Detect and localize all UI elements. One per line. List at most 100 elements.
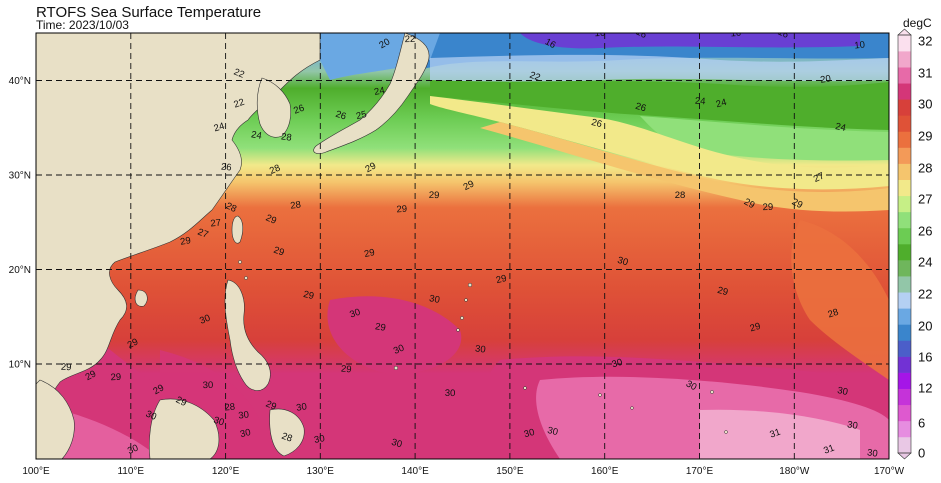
contour-label: 30 bbox=[212, 415, 225, 429]
colorbar-tick-label: 24 bbox=[918, 255, 932, 270]
contour-label: 29 bbox=[264, 399, 278, 413]
colorbar-tick-label: 22 bbox=[918, 287, 932, 302]
contour-label: 29 bbox=[396, 204, 407, 216]
contour-label: 29 bbox=[462, 178, 476, 193]
contour-label: 22 bbox=[528, 70, 542, 84]
small-islands bbox=[238, 260, 728, 434]
lat-tick-label: 30°N bbox=[9, 171, 31, 182]
contour-label: 22 bbox=[232, 67, 246, 81]
colorbar-tick-label: 0 bbox=[918, 446, 925, 461]
contour-label: 30 bbox=[523, 427, 536, 440]
contour-label: 29 bbox=[110, 372, 121, 384]
colorbar-swatch bbox=[898, 115, 911, 132]
contour-label: 20 bbox=[377, 36, 392, 51]
land-hainan bbox=[134, 289, 148, 307]
contour-label: 29 bbox=[126, 336, 140, 351]
contour-label: 24 bbox=[250, 129, 262, 142]
contour-label: 24 bbox=[834, 121, 847, 134]
colorbar-swatch bbox=[898, 308, 911, 325]
lon-tick-label: 170°E bbox=[686, 466, 714, 477]
land-taiwan bbox=[231, 215, 244, 244]
graticule bbox=[36, 33, 889, 459]
contour-label: 22 bbox=[405, 34, 416, 45]
colorbar-tick-label: 26 bbox=[918, 224, 932, 239]
contour-label: 16 bbox=[543, 36, 558, 51]
contour-label: 29 bbox=[363, 247, 376, 260]
contour-label: 30 bbox=[126, 443, 140, 457]
lat-tick-label: 10°N bbox=[9, 360, 31, 371]
contour-label: 28 bbox=[280, 131, 292, 143]
contour-label: 30 bbox=[392, 343, 406, 357]
colorbar-swatch bbox=[898, 372, 911, 389]
contour-label: 24 bbox=[213, 121, 226, 135]
colorbar-tick-label: 20 bbox=[918, 319, 932, 334]
contour-label: 28 bbox=[268, 163, 282, 177]
contour-label: 30 bbox=[313, 433, 325, 446]
colorbar-tick-label: 27 bbox=[918, 192, 932, 207]
contour-label: 31 bbox=[822, 443, 836, 457]
land-sulawesi bbox=[269, 408, 305, 457]
colorbar: 0 6 12 16 20 22 24 26 27 28 29 30 31 32 bbox=[897, 28, 932, 461]
contour-label: 30 bbox=[390, 437, 403, 450]
contour-label: 30 bbox=[836, 385, 849, 398]
land-philippines bbox=[224, 279, 271, 391]
contour-label: 16 bbox=[730, 28, 741, 40]
lon-tick-label: 120°E bbox=[212, 466, 240, 477]
colorbar-swatch bbox=[898, 131, 911, 148]
colorbar-top-arrow bbox=[897, 28, 912, 36]
contour-label: 24 bbox=[715, 97, 728, 110]
contour-label: 25 bbox=[355, 109, 368, 122]
contour-label: 29 bbox=[151, 382, 166, 397]
contour-label: 29 bbox=[716, 285, 729, 298]
contour-label: 10 bbox=[854, 39, 866, 51]
colorbar-swatch bbox=[898, 420, 911, 438]
colorbar-swatch bbox=[898, 179, 911, 197]
contour-label: 29 bbox=[174, 394, 188, 409]
lon-tick-label: 130°E bbox=[307, 466, 335, 477]
contour-label: 20 bbox=[820, 73, 832, 86]
contour-label: 24 bbox=[695, 96, 706, 108]
contour-label: 29 bbox=[61, 362, 72, 374]
contour-label-layer: 20 22 16 16 16 16 16 10 22 20 22 24 26 25 26 24 26 24 24 22… bbox=[61, 28, 879, 459]
colorbar-swatch bbox=[898, 227, 911, 245]
colorbar-tick-label: 29 bbox=[918, 129, 932, 144]
colorbar-swatch bbox=[898, 211, 911, 229]
colorbar-swatch bbox=[898, 67, 911, 84]
lon-tick-label: 110°E bbox=[117, 466, 144, 477]
colorbar-tick-label: 28 bbox=[918, 161, 932, 176]
contour-label: 28 bbox=[224, 201, 238, 215]
contour-label: 29 bbox=[749, 321, 762, 334]
contour-label: 24 bbox=[373, 85, 385, 98]
lon-tick-label: 100°E bbox=[22, 466, 50, 477]
colorbar-frame bbox=[897, 34, 912, 454]
colorbar-swatch bbox=[898, 35, 911, 52]
colorbar-swatch bbox=[898, 404, 911, 422]
contour-label: 29 bbox=[363, 160, 378, 175]
colorbar-swatch bbox=[898, 276, 911, 293]
colorbar-unit: degC bbox=[903, 16, 932, 30]
lat-tick-label: 20°N bbox=[9, 265, 31, 276]
contour-label: 29 bbox=[429, 190, 440, 201]
colorbar-swatch bbox=[898, 83, 911, 100]
contour-label: 29 bbox=[495, 273, 508, 286]
lon-tick-label: 170°W bbox=[874, 466, 905, 477]
contour-label: 28 bbox=[224, 402, 235, 414]
contour-label: 27 bbox=[812, 171, 826, 185]
colorbar-tick-label: 16 bbox=[918, 350, 932, 365]
contour-label: 30 bbox=[239, 427, 252, 440]
contour-label: 27 bbox=[196, 227, 210, 241]
colorbar-tick-label: 12 bbox=[918, 381, 932, 396]
colorbar-swatch bbox=[898, 356, 911, 373]
contour-label: 31 bbox=[768, 427, 782, 441]
colorbar-bottom-arrow bbox=[897, 452, 912, 460]
contour-label: 30 bbox=[474, 343, 486, 355]
colorbar-swatch bbox=[898, 388, 911, 406]
sst-field bbox=[36, 33, 889, 459]
contour-label: 27 bbox=[210, 217, 222, 229]
contour-label: 29 bbox=[340, 364, 351, 376]
lon-tick-label: 180°W bbox=[779, 466, 810, 477]
colorbar-tick-label: 6 bbox=[918, 416, 925, 431]
contour-label: 30 bbox=[616, 255, 629, 269]
contour-label: 28 bbox=[280, 431, 294, 445]
